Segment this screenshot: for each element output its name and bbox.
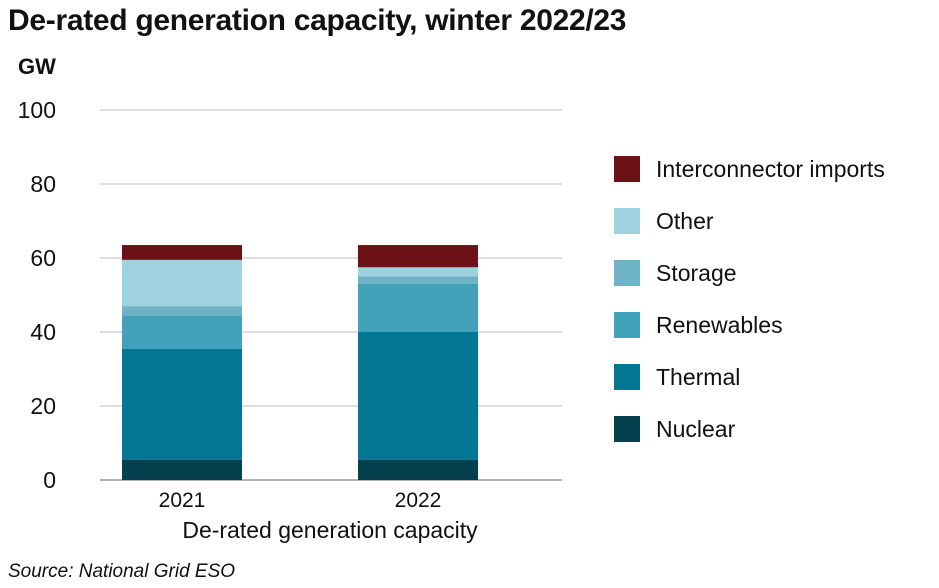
y-tick-labels: 0 20 40 60 80 100 (18, 97, 56, 493)
bar-segment-renewables-2022 (358, 283, 478, 332)
bar-segment-storage-2021 (122, 306, 242, 316)
legend-label: Renewables (656, 311, 783, 338)
legend-label: Storage (656, 259, 737, 286)
legend-item: Interconnector imports (614, 156, 885, 182)
source-note: Source: National Grid ESO (8, 561, 236, 582)
legend-item: Storage (614, 260, 737, 286)
bar-segment-other-2022 (358, 267, 478, 277)
legend-item: Thermal (614, 364, 740, 390)
legend-label: Interconnector imports (656, 155, 885, 182)
bar-segment-storage-2022 (358, 276, 478, 284)
y-axis-label: GW (18, 54, 56, 79)
legend-swatch (614, 156, 640, 182)
y-tick-label: 20 (30, 393, 56, 419)
bar-segment-interconnector-imports-2021 (122, 245, 242, 260)
bar-segment-renewables-2021 (122, 315, 242, 349)
bar-segment-nuclear-2021 (122, 459, 242, 480)
bar-segment-thermal-2021 (122, 348, 242, 460)
x-tick-labels: 2021 2022 (159, 489, 442, 512)
y-tick-label: 60 (30, 245, 56, 271)
bar-segments (122, 245, 478, 480)
y-tick-label: 100 (18, 97, 56, 123)
legend-swatch (614, 208, 640, 234)
legend-swatch (614, 312, 640, 338)
x-tick-label: 2021 (159, 489, 206, 512)
y-tick-label: 40 (30, 319, 56, 345)
legend-label: Thermal (656, 363, 741, 390)
legend-item: Other (614, 208, 714, 234)
chart-title: De-rated generation capacity, winter 202… (8, 4, 627, 37)
legend-label: Nuclear (656, 415, 736, 442)
legend-item: Renewables (614, 312, 783, 338)
y-tick-label: 80 (30, 171, 56, 197)
legend-swatch (614, 364, 640, 390)
bar-segment-other-2021 (122, 259, 242, 307)
bar-segment-nuclear-2022 (358, 459, 478, 480)
x-tick-label: 2022 (395, 489, 442, 512)
y-tick-label: 0 (43, 467, 56, 493)
bar-segment-interconnector-imports-2022 (358, 245, 478, 268)
legend-item: Nuclear (614, 416, 735, 442)
bar-segment-thermal-2022 (358, 332, 478, 460)
legend-swatch (614, 416, 640, 442)
x-axis-label: De-rated generation capacity (182, 517, 478, 543)
legend-swatch (614, 260, 640, 286)
legend-label: Other (656, 207, 714, 234)
